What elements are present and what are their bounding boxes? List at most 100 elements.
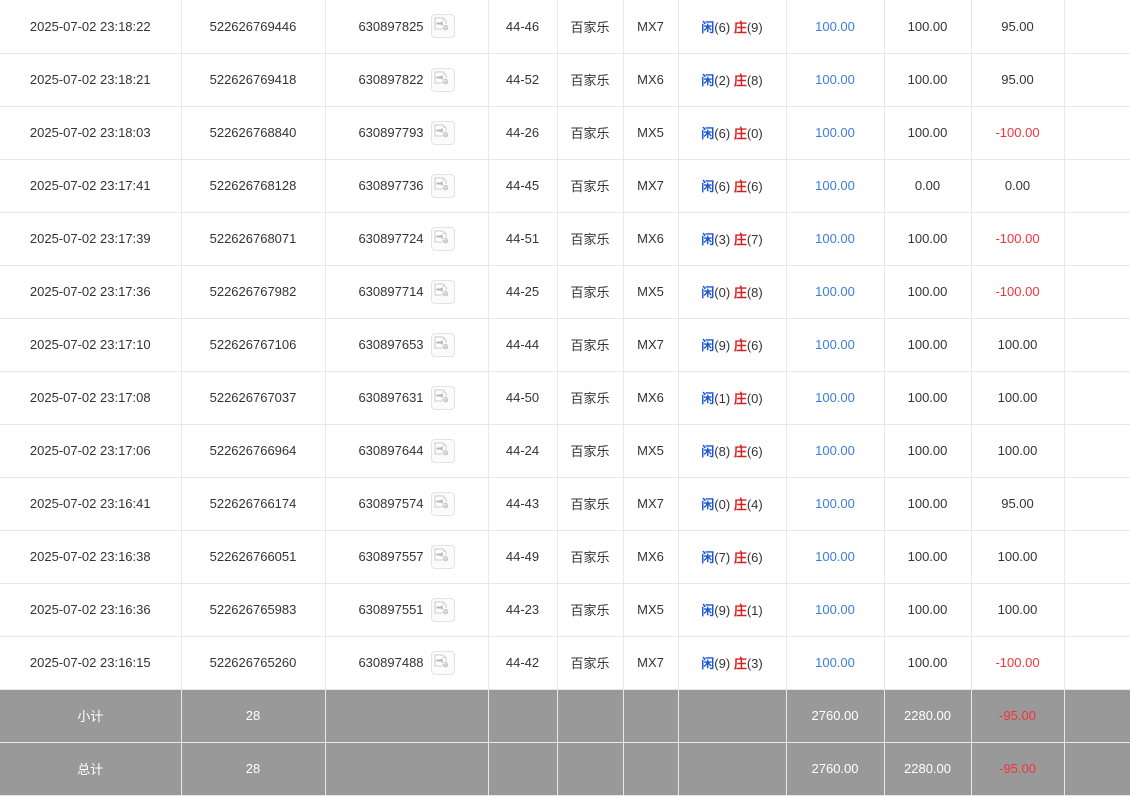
cell-bet-amount[interactable]: 100.00 bbox=[786, 265, 885, 319]
cell-bet-time: 2025-07-02 23:18:22 bbox=[0, 0, 182, 54]
cell-valid-amount: 100.00 bbox=[884, 636, 972, 690]
summary-empty-dealer bbox=[623, 689, 679, 743]
cell-valid-amount: 100.00 bbox=[884, 265, 972, 319]
video-playback-icon[interactable] bbox=[430, 491, 455, 516]
video-playback-icon[interactable] bbox=[430, 332, 455, 357]
cell-win-loss-amount: -100.00 bbox=[971, 106, 1065, 160]
video-playback-icon[interactable] bbox=[430, 67, 455, 92]
video-playback-icon[interactable] bbox=[430, 438, 455, 463]
video-playback-icon[interactable] bbox=[430, 226, 455, 251]
cell-round-number: 630897644 bbox=[325, 424, 489, 478]
player-value: (6) bbox=[714, 179, 731, 194]
cell-bet-amount[interactable]: 100.00 bbox=[786, 159, 885, 213]
cell-bet-amount[interactable]: 100.00 bbox=[786, 212, 885, 266]
round-number-text: 630897793 bbox=[358, 125, 424, 140]
player-value: (1) bbox=[714, 391, 731, 406]
video-playback-icon[interactable] bbox=[430, 120, 455, 145]
cell-round-number: 630897488 bbox=[325, 636, 489, 690]
summary-row: 总计 28 2760.00 2280.00 -95.00 bbox=[0, 742, 1130, 796]
cell-spacer bbox=[1064, 477, 1130, 531]
cell-round-number: 630897551 bbox=[325, 583, 489, 637]
cell-table-number: 44-25 bbox=[488, 265, 558, 319]
cell-bet-time: 2025-07-02 23:16:41 bbox=[0, 477, 182, 531]
video-playback-icon[interactable] bbox=[430, 14, 455, 39]
cell-table-number: 44-46 bbox=[488, 0, 558, 54]
cell-win-loss-amount: 0.00 bbox=[971, 159, 1065, 213]
cell-win-loss-amount: 100.00 bbox=[971, 424, 1065, 478]
banker-value: (6) bbox=[746, 444, 763, 459]
cell-game-type: 百家乐 bbox=[557, 265, 624, 319]
cell-bet-time: 2025-07-02 23:17:10 bbox=[0, 318, 182, 372]
cell-dealer-code: MX5 bbox=[623, 265, 679, 319]
player-value: (9) bbox=[714, 603, 731, 618]
cell-valid-amount: 0.00 bbox=[884, 159, 972, 213]
cell-bet-amount[interactable]: 100.00 bbox=[786, 371, 885, 425]
summary-spacer bbox=[1064, 742, 1130, 796]
cell-bet-amount[interactable]: 100.00 bbox=[786, 318, 885, 372]
cell-dealer-code: MX7 bbox=[623, 636, 679, 690]
table-row: 2025-07-02 23:16:41 522626766174 6308975… bbox=[0, 477, 1130, 531]
cell-bet-amount[interactable]: 100.00 bbox=[786, 583, 885, 637]
cell-spacer bbox=[1064, 583, 1130, 637]
cell-table-number: 44-26 bbox=[488, 106, 558, 160]
cell-bet-amount[interactable]: 100.00 bbox=[786, 106, 885, 160]
cell-win-loss-amount: 100.00 bbox=[971, 318, 1065, 372]
video-playback-icon[interactable] bbox=[430, 279, 455, 304]
summary-bet-amount: 2760.00 bbox=[786, 689, 885, 743]
player-value: (9) bbox=[714, 338, 731, 353]
cell-valid-amount: 100.00 bbox=[884, 212, 972, 266]
cell-dealer-code: MX6 bbox=[623, 530, 679, 584]
cell-bet-result: 闲(8) 庄(6) bbox=[678, 424, 787, 478]
cell-table-number: 44-42 bbox=[488, 636, 558, 690]
cell-dealer-code: MX5 bbox=[623, 106, 679, 160]
table-row: 2025-07-02 23:17:08 522626767037 6308976… bbox=[0, 371, 1130, 425]
cell-game-type: 百家乐 bbox=[557, 477, 624, 531]
cell-spacer bbox=[1064, 212, 1130, 266]
summary-label: 小计 bbox=[0, 689, 182, 743]
cell-bet-amount[interactable]: 100.00 bbox=[786, 53, 885, 107]
cell-bet-result: 闲(6) 庄(9) bbox=[678, 0, 787, 54]
video-playback-icon[interactable] bbox=[430, 650, 455, 675]
video-playback-icon[interactable] bbox=[430, 173, 455, 198]
cell-win-loss-amount: 100.00 bbox=[971, 583, 1065, 637]
banker-label: 庄 bbox=[733, 550, 747, 565]
summary-win-loss-amount: -95.00 bbox=[971, 689, 1065, 743]
cell-table-number: 44-51 bbox=[488, 212, 558, 266]
cell-bet-amount[interactable]: 100.00 bbox=[786, 424, 885, 478]
player-value: (0) bbox=[714, 497, 731, 512]
cell-spacer bbox=[1064, 371, 1130, 425]
cell-round-number: 630897822 bbox=[325, 53, 489, 107]
round-number-text: 630897714 bbox=[358, 284, 424, 299]
video-playback-icon[interactable] bbox=[430, 597, 455, 622]
summary-empty-dealer bbox=[623, 742, 679, 796]
cell-game-type: 百家乐 bbox=[557, 53, 624, 107]
player-value: (8) bbox=[714, 444, 731, 459]
cell-spacer bbox=[1064, 159, 1130, 213]
cell-win-loss-amount: -100.00 bbox=[971, 212, 1065, 266]
player-value: (9) bbox=[714, 656, 731, 671]
cell-round-number: 630897736 bbox=[325, 159, 489, 213]
cell-valid-amount: 100.00 bbox=[884, 106, 972, 160]
table-row: 2025-07-02 23:16:15 522626765260 6308974… bbox=[0, 636, 1130, 690]
round-number-text: 630897574 bbox=[358, 496, 424, 511]
cell-bet-amount[interactable]: 100.00 bbox=[786, 0, 885, 54]
summary-bet-amount: 2760.00 bbox=[786, 742, 885, 796]
table-row: 2025-07-02 23:18:22 522626769446 6308978… bbox=[0, 0, 1130, 54]
player-label: 闲 bbox=[701, 338, 715, 353]
video-playback-icon[interactable] bbox=[430, 544, 455, 569]
cell-game-type: 百家乐 bbox=[557, 106, 624, 160]
cell-bet-number: 522626765983 bbox=[181, 583, 326, 637]
cell-bet-result: 闲(0) 庄(4) bbox=[678, 477, 787, 531]
cell-bet-number: 522626768071 bbox=[181, 212, 326, 266]
cell-bet-amount[interactable]: 100.00 bbox=[786, 636, 885, 690]
cell-bet-number: 522626767037 bbox=[181, 371, 326, 425]
video-playback-icon[interactable] bbox=[430, 385, 455, 410]
cell-win-loss-amount: 100.00 bbox=[971, 371, 1065, 425]
cell-win-loss-amount: 95.00 bbox=[971, 477, 1065, 531]
banker-label: 庄 bbox=[733, 19, 747, 35]
cell-bet-amount[interactable]: 100.00 bbox=[786, 477, 885, 531]
cell-bet-result: 闲(9) 庄(3) bbox=[678, 636, 787, 690]
cell-bet-amount[interactable]: 100.00 bbox=[786, 530, 885, 584]
cell-game-type: 百家乐 bbox=[557, 318, 624, 372]
